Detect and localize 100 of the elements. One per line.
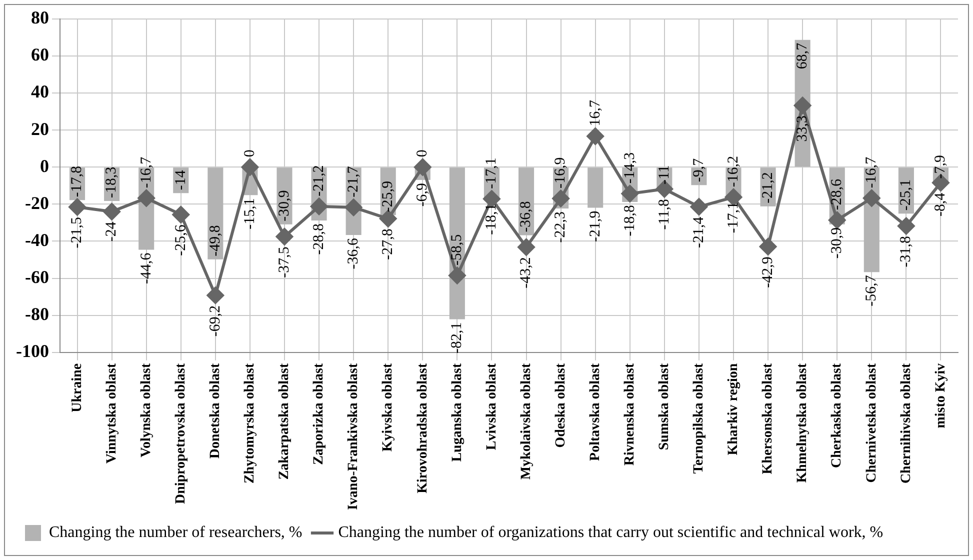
- point: [760, 238, 777, 256]
- point: [621, 185, 638, 202]
- data-label: -9,7: [690, 158, 707, 182]
- data-label: -21,2: [310, 165, 327, 196]
- y-tick-label: 20: [30, 118, 49, 139]
- data-label: 0: [242, 150, 258, 158]
- x-tick-label: Ukraine: [70, 363, 85, 412]
- data-label: -21,7: [346, 166, 362, 198]
- y-tick-label: -60: [24, 266, 49, 287]
- data-label: -44,6: [138, 252, 154, 284]
- x-tick-label: Khersonska oblast: [760, 363, 776, 474]
- data-label: -56,7: [864, 274, 880, 306]
- point: [518, 238, 535, 256]
- point: [380, 210, 397, 228]
- data-label: -30,9: [829, 227, 846, 259]
- legend-label: Changing the number of organizations that carry out scientific and technical work, %: [338, 524, 884, 542]
- data-label: -16,7: [138, 156, 154, 188]
- x-tick-label: Poltavska oblast: [588, 363, 603, 461]
- data-label: -11,8: [656, 199, 672, 230]
- x-tick-label: Odeska oblast: [553, 363, 568, 448]
- x-tick-label: Luganska oblast: [450, 363, 465, 462]
- data-label: -14: [172, 170, 189, 190]
- data-label: -21,5: [69, 216, 86, 248]
- x-tick-label: Ivano-Frankivska oblast: [346, 363, 362, 510]
- data-label: -25,9: [380, 180, 396, 212]
- data-label: -37,5: [276, 246, 292, 278]
- data-label: -18,8: [622, 204, 638, 236]
- data-label: -30,9: [276, 190, 292, 222]
- point: [172, 206, 190, 224]
- point: [586, 128, 604, 145]
- x-tick-label: Zaporizka oblast: [312, 363, 327, 465]
- point: [794, 96, 812, 114]
- x-tick-label: Zhytomyrska oblast: [242, 363, 258, 484]
- data-label: -17,8: [69, 166, 86, 198]
- data-label: -21,4: [690, 216, 707, 248]
- y-tick-label: 40: [30, 82, 49, 102]
- point: [138, 190, 155, 207]
- data-label: -15,1: [242, 198, 258, 230]
- data-label: -22,3: [552, 211, 569, 243]
- data-label: -58,5: [449, 234, 466, 266]
- legend-label: Changing the number of researchers, %: [49, 524, 302, 542]
- data-label: -31,8: [898, 236, 914, 268]
- x-tick-label: Volynska oblast: [138, 363, 154, 458]
- data-label: -43,2: [518, 257, 534, 288]
- data-label: -42,9: [760, 256, 776, 288]
- data-label: 0: [414, 150, 431, 158]
- data-label: -24: [104, 221, 120, 242]
- x-tick-label: Cherkaska oblast: [830, 363, 845, 468]
- data-label: -28,6: [829, 178, 846, 210]
- data-label: -17,1: [484, 158, 500, 189]
- x-tick-label: Kharkiv region: [726, 363, 742, 456]
- x-tick-label: Sumska oblast: [657, 363, 672, 450]
- x-tick-label: Chernihivska oblast: [898, 363, 914, 484]
- point: [863, 190, 880, 207]
- data-label: -25,1: [898, 179, 914, 211]
- x-tick-label: Kirovohradska oblast: [415, 363, 430, 494]
- point: [241, 158, 258, 176]
- y-tick-label: 60: [30, 44, 49, 65]
- data-label: -16,2: [725, 156, 742, 188]
- data-label: -14,3: [622, 152, 638, 184]
- data-label: -25,6: [172, 224, 189, 256]
- data-label: 16,7: [587, 99, 604, 126]
- data-label: -16,7: [864, 156, 880, 188]
- data-label: -6,9: [414, 182, 431, 207]
- data-label: -18,3: [104, 166, 120, 198]
- data-label: 33,3: [794, 115, 811, 142]
- data-label: -21,2: [760, 172, 776, 204]
- x-tick-label: Donetska oblast: [208, 363, 224, 459]
- data-label: -18,1: [484, 204, 500, 235]
- data-label: -36,8: [518, 201, 534, 232]
- y-tick-label: -20: [24, 192, 49, 213]
- data-label: -49,8: [207, 225, 224, 256]
- data-label: -8,4: [932, 192, 949, 216]
- point: [448, 267, 466, 284]
- point: [276, 228, 293, 246]
- x-tick-label: Zakarpatska oblast: [277, 363, 292, 480]
- x-tick-label: Lvivska oblast: [484, 363, 500, 450]
- data-label: -82,1: [449, 322, 466, 354]
- data-label: 68,7: [794, 42, 811, 70]
- data-label: -28,8: [310, 223, 327, 255]
- data-label: -11: [656, 165, 672, 185]
- data-label: -16,9: [552, 157, 569, 188]
- point: [552, 190, 570, 207]
- y-tick-label: -80: [24, 304, 49, 324]
- y-tick-label: 80: [30, 8, 49, 28]
- x-tick-label: Vinnytska oblast: [104, 363, 120, 464]
- point: [345, 198, 362, 216]
- x-tick-label: Mykolaivska oblast: [518, 363, 534, 480]
- x-tick-label: Dnipropetrovska oblast: [173, 363, 188, 504]
- point: [206, 286, 224, 304]
- x-tick-label: misto Kyiv: [933, 363, 948, 428]
- y-tick-label: -100: [16, 341, 49, 362]
- point: [898, 218, 915, 235]
- point: [414, 158, 432, 176]
- y-tick-label: -40: [24, 230, 49, 250]
- point: [310, 198, 328, 215]
- data-label: -17,1: [725, 202, 742, 234]
- y-tick-label: 0: [40, 156, 49, 176]
- data-label: -21,9: [587, 210, 604, 242]
- point: [828, 212, 846, 229]
